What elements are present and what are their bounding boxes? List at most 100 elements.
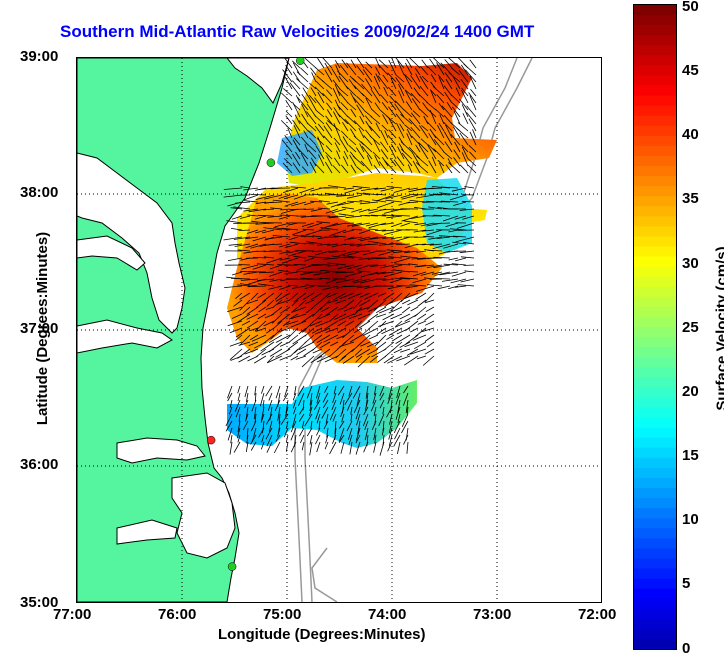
velocity-arrow (417, 313, 427, 321)
x-axis-label: Longitude (Degrees:Minutes) (218, 626, 426, 643)
velocity-arrow (382, 236, 395, 239)
velocity-arrow (275, 385, 281, 399)
velocity-arrow (254, 413, 257, 424)
velocity-arrow (280, 208, 291, 211)
velocity-arrow (260, 441, 265, 450)
velocity-arrow (417, 320, 427, 325)
velocity-arrow (262, 399, 265, 408)
velocity-arrow (301, 441, 305, 451)
velocity-arrow (424, 299, 435, 304)
velocity-arrow (315, 434, 321, 445)
velocity-arrow (352, 185, 371, 189)
velocity-arrow (340, 164, 349, 174)
velocity-arrow (381, 102, 389, 111)
velocity-arrow (256, 292, 267, 299)
velocity-arrow (392, 250, 411, 254)
velocity-arrow (387, 441, 393, 452)
velocity-arrow (364, 67, 373, 76)
velocity-arrow (355, 434, 361, 444)
velocity-arrow (246, 434, 249, 444)
velocity-arrow (410, 112, 421, 125)
velocity-arrow (409, 194, 427, 196)
velocity-arrow (251, 334, 267, 342)
velocity-arrow (242, 306, 251, 314)
colorbar-band (634, 518, 676, 529)
velocity-arrow (293, 137, 301, 146)
velocity-arrow (332, 165, 341, 174)
velocity-arrow (316, 256, 331, 259)
colorbar-band (634, 206, 676, 217)
velocity-arrow (386, 406, 393, 418)
velocity-arrow (346, 200, 363, 203)
velocity-arrow (385, 194, 403, 199)
velocity-arrow (394, 263, 411, 266)
x-tick: 77:00 (53, 606, 92, 623)
velocity-arrow (300, 434, 305, 444)
velocity-arrow (358, 236, 371, 240)
velocity-arrow (459, 250, 475, 254)
colorbar-band (634, 447, 676, 459)
velocity-arrow (274, 399, 281, 412)
velocity-arrow (395, 77, 405, 90)
velocity-arrow (306, 122, 317, 132)
velocity-arrow (342, 256, 355, 259)
velocity-arrow (350, 406, 353, 415)
velocity-arrow (400, 141, 413, 153)
velocity-arrow (246, 313, 259, 320)
velocity-arrow (346, 420, 353, 432)
velocity-arrow (381, 427, 385, 436)
velocity-arrow (337, 70, 349, 83)
velocity-arrow (347, 236, 363, 240)
velocity-arrow (240, 186, 251, 189)
velocity-arrow (315, 109, 325, 118)
velocity-arrow (460, 256, 475, 259)
velocity-arrow (431, 156, 437, 167)
velocity-arrow (301, 93, 309, 104)
velocity-arrow (388, 106, 397, 118)
velocity-arrow (311, 327, 323, 334)
velocity-arrow (324, 355, 339, 363)
velocity-arrow (449, 228, 467, 231)
chesapeake-bay (77, 152, 186, 334)
velocity-arrow (306, 385, 313, 399)
velocity-arrow (403, 434, 409, 445)
velocity-arrow (301, 222, 315, 227)
velocity-arrow (237, 420, 241, 433)
velocity-arrow (387, 72, 397, 83)
velocity-arrow (304, 257, 315, 262)
colorbar-band (634, 246, 676, 258)
velocity-arrow (304, 144, 309, 153)
velocity-arrow (347, 194, 363, 199)
velocity-arrow (316, 441, 321, 453)
velocity-arrow (422, 355, 435, 366)
velocity-arrow (386, 115, 397, 125)
velocity-arrow (371, 109, 381, 118)
velocity-arrow (336, 334, 347, 340)
velocity-arrow (388, 129, 397, 139)
velocity-arrow (287, 341, 299, 350)
south-velocity-patch (227, 380, 417, 448)
velocity-arrow (428, 160, 437, 174)
velocity-arrow (405, 101, 413, 111)
velocity-arrow (316, 137, 325, 146)
velocity-arrow (354, 320, 363, 328)
colorbar-label: Surface Velocity (cm/s) (713, 246, 724, 411)
velocity-arrow (316, 385, 321, 399)
velocity-arrow (357, 76, 365, 83)
colorbar-tick: 0 (682, 640, 691, 657)
velocity-arrow (329, 215, 347, 219)
velocity-arrow (382, 406, 385, 415)
velocity-arrow (360, 236, 379, 242)
velocity-arrow (429, 58, 437, 69)
velocity-arrow (294, 114, 301, 125)
velocity-arrow (316, 355, 331, 363)
velocity-arrow (273, 320, 283, 329)
velocity-arrow (339, 341, 355, 348)
velocity-arrow (289, 334, 299, 343)
velocity-arrow (406, 128, 413, 139)
velocity-arrow (268, 392, 273, 401)
velocity-arrow (412, 160, 421, 174)
velocity-arrow (357, 313, 371, 320)
velocity-arrow (360, 187, 379, 191)
velocity-arrow (257, 313, 267, 320)
